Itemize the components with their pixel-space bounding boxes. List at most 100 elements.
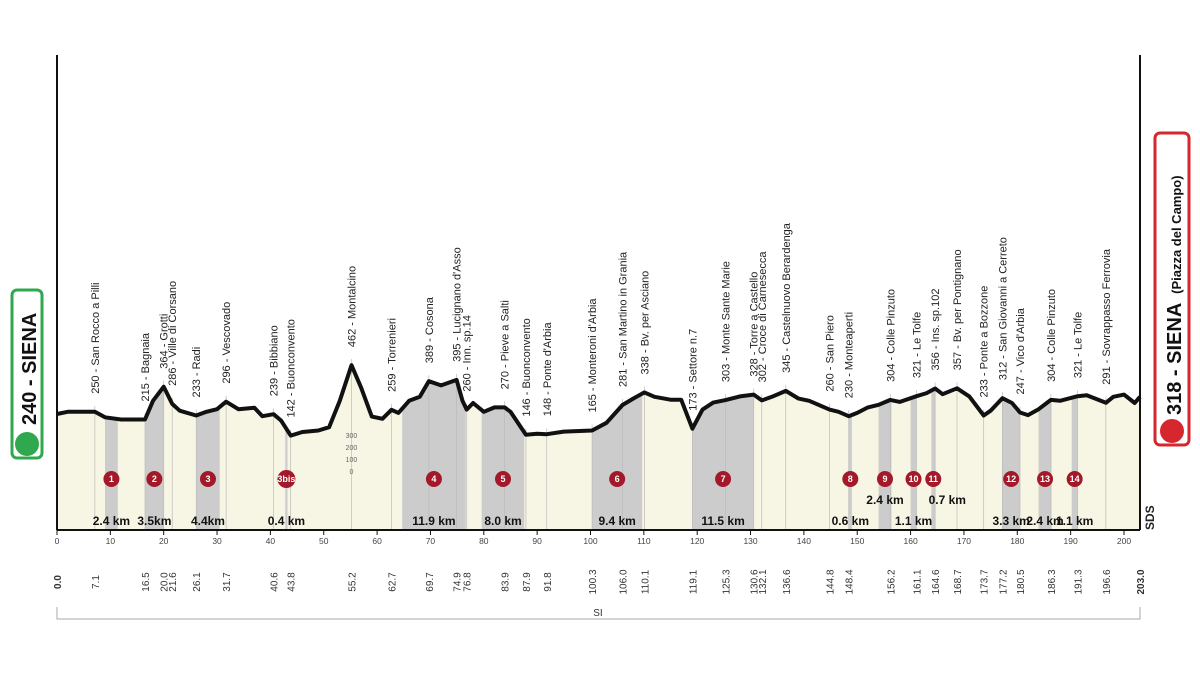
waypoint-label: 302 - Croce di Carnesecca — [757, 251, 769, 383]
waypoint-label: 312 - San Giovanni a Cerreto — [997, 237, 1009, 380]
start-badge: 240 - SIENA — [10, 288, 44, 460]
x-tick-label: 150 — [850, 536, 864, 546]
waypoint-distance: 62.7 — [388, 572, 399, 592]
sector-badge — [146, 471, 163, 487]
x-tick-label: 30 — [212, 536, 222, 546]
waypoint-label: 291 - Sovrappasso Ferrovia — [1101, 248, 1113, 385]
sector-number: 8 — [848, 474, 853, 484]
waypoint-label: 321 - Le Tolfe — [911, 312, 923, 378]
waypoint-distance: 26.1 — [192, 572, 203, 592]
waypoint-distance: 196.6 — [1102, 569, 1113, 594]
x-tick-label: 170 — [957, 536, 971, 546]
sector-badge — [1066, 471, 1083, 487]
waypoint-label: 303 - Monte Sante Marie — [720, 261, 732, 382]
start-label: 240 - SIENA — [19, 313, 41, 425]
waypoint-label: 321 - Le Tolfe — [1073, 312, 1085, 378]
waypoint-distance: 191.3 — [1074, 569, 1085, 594]
sector-number: 11 — [929, 474, 939, 484]
waypoint-label: 260 - Inn. sp.14 — [462, 315, 474, 391]
sector-number: 3 — [205, 474, 210, 484]
gravel-sector-area — [402, 380, 466, 530]
x-tick-label: 180 — [1010, 536, 1024, 546]
sector-badge — [277, 470, 296, 488]
waypoint-distance: 21.6 — [168, 572, 179, 592]
waypoint-distance: 168.7 — [953, 569, 964, 594]
sector-length-label: 3.5km — [137, 514, 171, 528]
x-tick-label: 110 — [637, 536, 651, 546]
sector-length-label: 1.1 km — [895, 514, 932, 528]
x-tick-label: 190 — [1064, 536, 1078, 546]
sector-number: 14 — [1070, 474, 1080, 484]
waypoint-distance: 110.1 — [640, 569, 651, 594]
sector-number: 9 — [882, 474, 887, 484]
waypoint-label: 304 - Colle Pinzuto — [1046, 289, 1058, 382]
x-tick-label: 130 — [743, 536, 757, 546]
waypoint-label: 215 - Bagnaia — [140, 332, 152, 401]
waypoint-distance: 164.6 — [931, 569, 942, 594]
x-tick-label: 80 — [479, 536, 489, 546]
sector-length-label: 0.4 km — [268, 514, 305, 528]
range-bracket: SI — [56, 607, 1141, 620]
sector-number: 2 — [152, 474, 157, 484]
x-tick-label: 50 — [319, 536, 329, 546]
sector-length-label: 8.0 km — [484, 514, 521, 528]
sector-number: 12 — [1006, 474, 1016, 484]
waypoint-distance: 55.2 — [347, 572, 358, 592]
waypoint-label: 142 - Buonconvento — [286, 319, 298, 417]
gravel-sector-area — [1038, 400, 1052, 530]
x-tick-label: 160 — [904, 536, 918, 546]
waypoint-label: 286 - Ville di Corsano — [167, 281, 179, 386]
waypoint-label: 345 - Castelnuovo Berardenga — [781, 222, 793, 373]
waypoint-distance: 186.3 — [1047, 569, 1058, 594]
waypoint-label: 259 - Torrenieri — [387, 318, 399, 392]
waypoint-distance: 132.1 — [758, 569, 769, 594]
x-tick-label: 90 — [532, 536, 542, 546]
x-tick-label: 60 — [372, 536, 382, 546]
waypoint-distance: 156.2 — [886, 569, 897, 594]
waypoint-label: 296 - Vescovado — [221, 302, 233, 384]
waypoint-distance: 100.3 — [588, 569, 599, 594]
waypoint-label: 395 - Lucignano d'Asso — [452, 247, 464, 362]
x-tick-label: 40 — [266, 536, 276, 546]
sector-badge — [609, 471, 626, 487]
finish-label: 318 - SIENA (Piazza del Campo) — [1164, 175, 1186, 415]
waypoint-distance: 180.5 — [1016, 569, 1027, 594]
waypoint-label: 233 - Ponte a Bozzone — [979, 286, 991, 398]
sector-length-label: 11.9 km — [412, 514, 455, 528]
profile-line — [56, 363, 1142, 438]
sector-length-label: 3.3 km — [992, 514, 1029, 528]
waypoint-label: 357 - Bv. per Pontignano — [952, 249, 964, 370]
elevation-scale-label: 200 — [346, 445, 358, 452]
waypoint-distance: 40.6 — [270, 572, 281, 592]
sector-badge — [842, 471, 859, 487]
waypoint-label: 146 - Buonconvento — [521, 318, 533, 416]
x-tick-label: 10 — [106, 536, 116, 546]
sector-number: 6 — [615, 474, 620, 484]
waypoint-label: 281 - San Martino in Grania — [618, 251, 630, 387]
waypoint-label: 165 - Monteroni d'Arbia — [587, 298, 599, 413]
waypoint-distance: 173.7 — [980, 569, 991, 594]
waypoint-label: 247 - Vico d'Arbia — [1015, 307, 1027, 394]
waypoint-distance: 161.1 — [912, 569, 923, 594]
sector-badge — [715, 471, 732, 487]
waypoint-label: 304 - Colle Pinzuto — [885, 289, 897, 382]
sector-length-label: 11.5 km — [701, 514, 744, 528]
waypoint-distance: 106.0 — [619, 569, 630, 594]
waypoint-distance: 136.6 — [782, 569, 793, 594]
sector-number: 13 — [1040, 474, 1050, 484]
finish-badge: 318 - SIENA (Piazza del Campo) — [1153, 131, 1191, 447]
x-tick-label: 100 — [583, 536, 597, 546]
waypoint-label: 389 - Cosona — [424, 296, 436, 363]
sector-badge — [876, 471, 893, 487]
elevation-scale-label: 100 — [346, 457, 358, 464]
sector-number: 4 — [431, 474, 436, 484]
gravel-sector-area — [196, 407, 220, 530]
waypoint-distance: 87.9 — [522, 572, 533, 592]
waypoint-label: 364 - Grotti — [159, 314, 171, 369]
start-distance: 0.0 — [53, 575, 64, 589]
waypoint-label: 260 - San Piero — [825, 315, 837, 391]
sector-length-label: 0.7 km — [929, 493, 966, 507]
waypoint-distance: 74.9 — [453, 572, 464, 592]
gravel-sector-area — [878, 399, 892, 530]
